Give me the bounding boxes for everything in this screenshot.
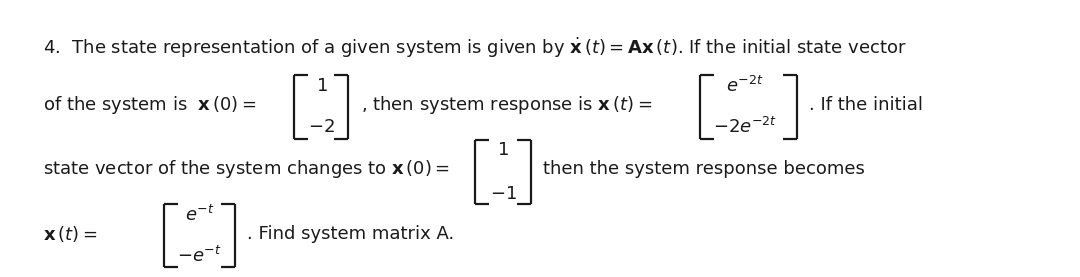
Text: $-e^{-t}$: $-e^{-t}$ (177, 246, 222, 266)
Text: then the system response becomes: then the system response becomes (543, 160, 865, 178)
Text: $e^{-2t}$: $e^{-2t}$ (726, 76, 765, 96)
Text: . If the initial: . If the initial (809, 96, 923, 114)
Text: 4.  The state representation of a given system is given by $\dot{\mathbf{x}}\,(t: 4. The state representation of a given s… (43, 36, 907, 60)
Text: $-2e^{-2t}$: $-2e^{-2t}$ (713, 117, 778, 137)
Text: $\mathbf{x}\,(t) =$: $\mathbf{x}\,(t) =$ (43, 224, 97, 244)
Text: $1$: $1$ (498, 141, 509, 158)
Text: $e^{-t}$: $e^{-t}$ (185, 205, 215, 225)
Text: . Find system matrix A.: . Find system matrix A. (247, 225, 455, 243)
Text: $1$: $1$ (316, 77, 327, 95)
Text: state vector of the system changes to $\mathbf{x}\,(0) =$: state vector of the system changes to $\… (43, 158, 450, 180)
Text: $-2$: $-2$ (309, 119, 335, 136)
Text: $-1$: $-1$ (490, 185, 516, 203)
Text: of the system is  $\mathbf{x}\,(0) =$: of the system is $\mathbf{x}\,(0) =$ (43, 94, 257, 116)
Text: , then system response is $\mathbf{x}\,(t) =$: , then system response is $\mathbf{x}\,(… (361, 94, 652, 116)
